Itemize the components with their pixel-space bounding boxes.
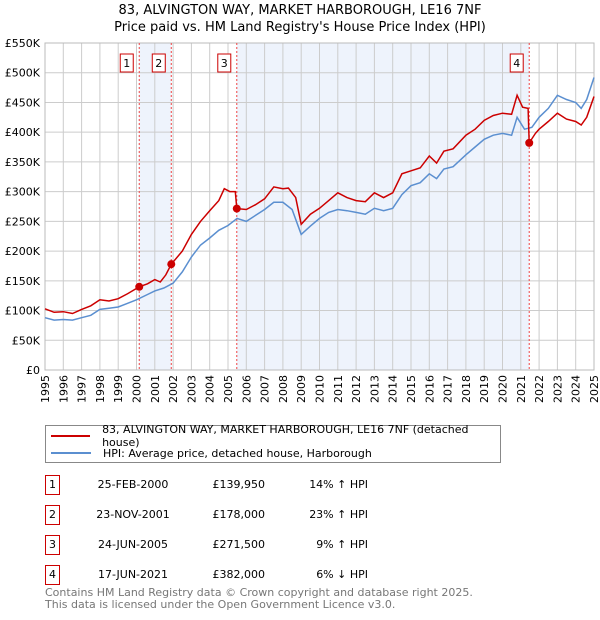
x-tick-label: 2006 (240, 375, 253, 403)
x-tick-label: 2004 (204, 375, 217, 403)
sale-number-badge: 2 (45, 505, 60, 525)
x-tick-label: 2021 (515, 375, 528, 403)
chart-subtitle: Price paid vs. HM Land Registry's House … (114, 20, 486, 35)
x-tick-label: 1999 (112, 375, 125, 403)
sale-price: £178,000 (212, 508, 266, 521)
sale-number-badge: 4 (45, 565, 60, 585)
y-tick-label: £450K (5, 96, 41, 109)
x-tick-label: 2002 (167, 375, 180, 403)
x-tick-label: 2023 (551, 375, 564, 403)
y-tick-label: £550K (5, 37, 41, 50)
y-tick-label: £300K (5, 186, 41, 199)
x-tick-label: 1996 (57, 375, 70, 403)
x-tick-label: 2005 (222, 375, 235, 403)
sale-date: 17-JUN-2021 (97, 568, 169, 581)
property-price-line (44, 93, 595, 315)
legend-item-property: 83, ALVINGTON WAY, MARKET HARBOROUGH, LE… (46, 423, 500, 449)
footer-copyright: Contains HM Land Registry data © Crown c… (45, 586, 473, 599)
sale-number-label: 1 (123, 57, 130, 70)
sale-number-label: 2 (155, 57, 162, 70)
sale-number-label: 3 (221, 57, 228, 70)
sale-number-box (509, 53, 524, 73)
plot-border (44, 42, 595, 371)
sale-number-box (151, 53, 166, 73)
x-tick-label: 2022 (533, 375, 546, 403)
hpi-comparison: 23% ↑ HPI (309, 508, 368, 521)
x-tick-label: 2016 (423, 375, 436, 403)
x-tick-label: 2014 (387, 375, 400, 403)
shaded-period (236, 43, 530, 370)
sale-number-badge: 3 (45, 535, 60, 555)
sale-price: £382,000 (212, 568, 266, 581)
x-tick-label: 2010 (314, 375, 327, 403)
sale-point (525, 138, 534, 147)
x-tick-label: 2007 (259, 375, 272, 403)
sale-number-badge: 1 (45, 475, 60, 495)
sale-point (167, 260, 176, 269)
hpi-comparison: 6% ↓ HPI (316, 568, 368, 581)
y-tick-label: £0 (26, 364, 40, 377)
x-tick-label: 2024 (570, 375, 583, 403)
sale-date: 24-JUN-2005 (97, 538, 169, 551)
y-tick-label: £500K (5, 67, 41, 80)
x-tick-label: 1998 (94, 375, 107, 403)
x-tick-label: 2019 (478, 375, 491, 403)
sale-price: £271,500 (212, 538, 266, 551)
x-tick-label: 2015 (405, 375, 418, 403)
sale-number-box (217, 53, 232, 73)
y-tick-label: £350K (5, 156, 41, 169)
x-tick-label: 2017 (442, 375, 455, 403)
y-tick-label: £150K (5, 275, 41, 288)
legend-label: 83, ALVINGTON WAY, MARKET HARBOROUGH, LE… (102, 423, 469, 449)
x-tick-label: 2013 (368, 375, 381, 403)
x-tick-label: 2012 (350, 375, 363, 403)
x-tick-label: 1995 (39, 375, 52, 403)
x-tick-label: 1997 (76, 375, 89, 403)
x-tick-label: 2001 (149, 375, 162, 403)
y-tick-label: £400K (5, 126, 41, 139)
sale-date: 25-FEB-2000 (97, 478, 169, 491)
x-tick-label: 2000 (131, 375, 144, 403)
hpi-comparison: 14% ↑ HPI (309, 478, 368, 491)
legend-item-hpi: HPI: Average price, detached house, Harb… (46, 445, 372, 461)
x-tick-label: 2011 (332, 375, 345, 403)
sale-point (135, 282, 144, 291)
chart-title: 83, ALVINGTON WAY, MARKET HARBOROUGH, LE… (118, 3, 482, 18)
y-tick-label: £50K (12, 334, 41, 347)
legend-label: HPI: Average price, detached house, Harb… (103, 446, 372, 460)
y-tick-label: £200K (5, 245, 41, 258)
x-tick-label: 2018 (460, 375, 473, 403)
x-tick-label: 2003 (185, 375, 198, 403)
sale-point (232, 204, 241, 213)
x-tick-label: 2025 (588, 375, 600, 403)
sale-number-box (119, 53, 134, 73)
hpi-line (44, 77, 595, 321)
price-chart: 1995 1996 1997 1998 1999 2000 2001 2002 2003 2004… (5, 37, 600, 403)
footer-licence: This data is licensed under the Open Gov… (45, 598, 396, 611)
legend-swatch-property (51, 435, 91, 437)
x-tick-label: 2009 (295, 375, 308, 403)
x-tick-label: 2020 (497, 375, 510, 403)
y-tick-label: £100K (5, 305, 41, 318)
hpi-comparison: 9% ↑ HPI (316, 538, 368, 551)
sale-date: 23-NOV-2001 (96, 508, 170, 521)
footer: Contains HM Land Registry data © Crown c… (45, 587, 473, 611)
legend: 83, ALVINGTON WAY, MARKET HARBOROUGH, LE… (45, 423, 501, 463)
sale-price: £139,950 (212, 478, 266, 491)
sale-number-label: 4 (513, 57, 520, 70)
x-tick-label: 2008 (277, 375, 290, 403)
y-tick-label: £250K (5, 215, 41, 228)
legend-swatch-hpi (51, 452, 91, 454)
